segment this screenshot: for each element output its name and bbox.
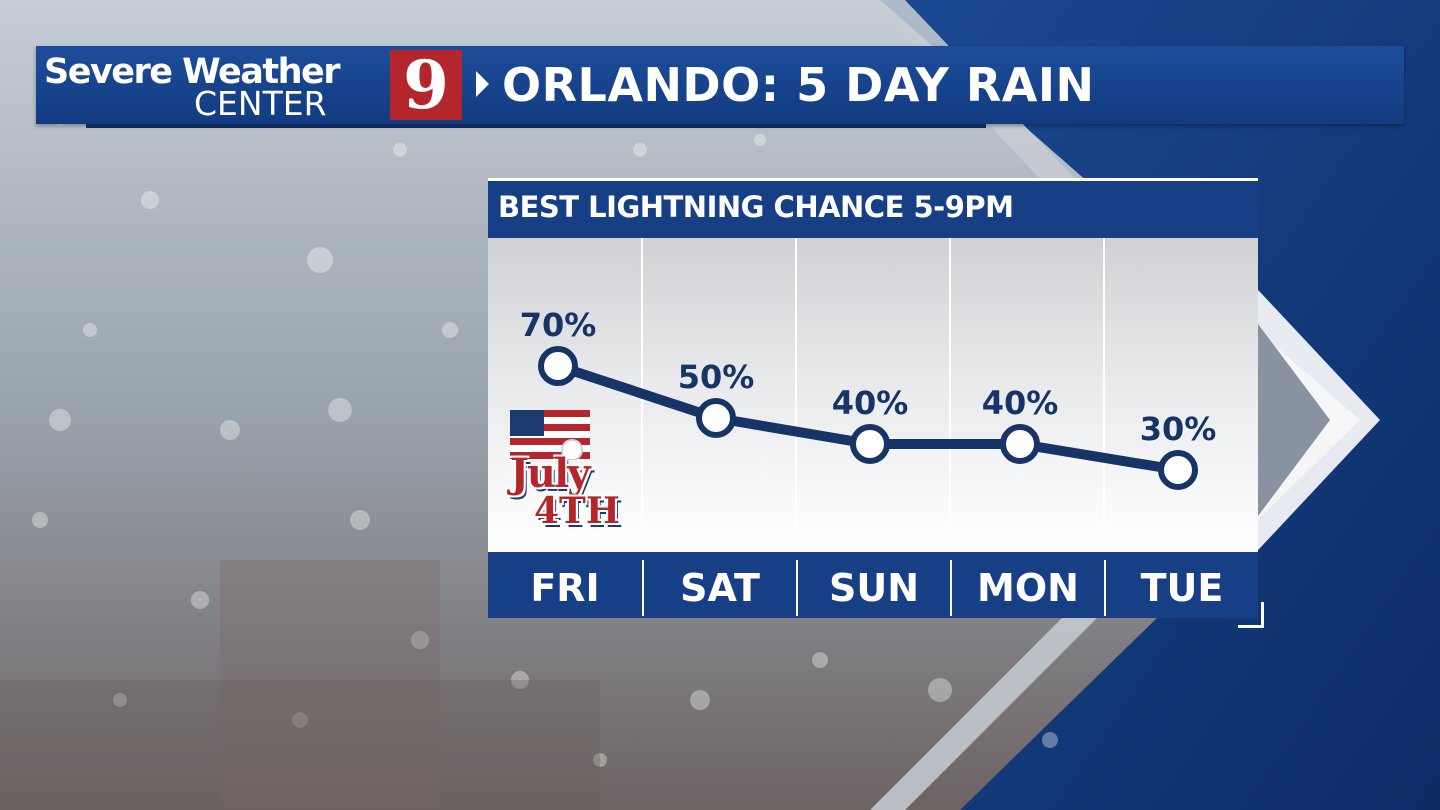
page-title: ORLANDO: 5 DAY RAIN [502, 58, 1095, 112]
corner-bracket [1238, 602, 1264, 628]
day-label: SAT [642, 560, 796, 616]
data-label: 70% [520, 306, 597, 344]
day-label: SUN [796, 560, 950, 616]
day-labels-row: FRI SAT SUN MON TUE [488, 548, 1258, 618]
brand-line1: Severe Weather [44, 52, 341, 92]
brand-line2: CENTER [194, 84, 327, 123]
badge-line1: July [510, 450, 590, 497]
data-label: 40% [982, 384, 1059, 422]
july4-badge: July 4TH [504, 408, 634, 543]
american-flag-icon [510, 410, 590, 460]
data-point [538, 346, 578, 386]
brand-wordmark: Severe Weather CENTER [44, 50, 384, 123]
data-point [850, 424, 890, 464]
day-label: MON [950, 560, 1104, 616]
chart-panel: BEST LIGHTNING CHANCE 5-9PM 70% 50% 40% 40%… [488, 178, 1258, 618]
chart-title-bar: BEST LIGHTNING CHANCE 5-9PM [488, 178, 1258, 238]
data-label: 30% [1140, 410, 1217, 448]
badge-line2: 4TH [534, 490, 620, 532]
header-bar: Severe Weather CENTER 9 ORLANDO: 5 DAY R… [36, 46, 1404, 128]
data-point [696, 398, 736, 438]
channel-logo: 9 [390, 50, 462, 120]
day-label: FRI [530, 566, 600, 610]
data-label: 40% [832, 384, 909, 422]
day-label: TUE [1104, 560, 1258, 616]
line-chart: 70% 50% 40% 40% 30% [520, 238, 1217, 548]
chart-title: BEST LIGHTNING CHANCE 5-9PM [498, 190, 1014, 224]
data-point [1158, 450, 1198, 490]
data-label: 50% [678, 358, 755, 396]
play-arrow-icon [476, 71, 489, 97]
data-point [1000, 424, 1040, 464]
plot-area: 70% 50% 40% 40% 30% [488, 238, 1258, 548]
header-underline [86, 124, 986, 128]
